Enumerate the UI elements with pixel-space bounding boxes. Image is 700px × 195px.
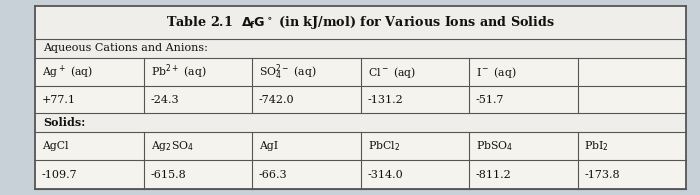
FancyBboxPatch shape <box>35 6 686 39</box>
Text: -615.8: -615.8 <box>150 170 186 180</box>
Text: PbI$_2$: PbI$_2$ <box>584 139 609 153</box>
FancyBboxPatch shape <box>35 6 686 189</box>
Text: AgI: AgI <box>259 141 278 151</box>
Text: -173.8: -173.8 <box>584 170 620 180</box>
FancyBboxPatch shape <box>35 86 686 113</box>
Text: Pb$^{2+}$ (aq): Pb$^{2+}$ (aq) <box>150 63 206 81</box>
Text: I$^-$ (aq): I$^-$ (aq) <box>476 65 517 80</box>
FancyBboxPatch shape <box>35 132 686 160</box>
Text: -66.3: -66.3 <box>259 170 288 180</box>
Text: -131.2: -131.2 <box>368 95 403 105</box>
Text: -314.0: -314.0 <box>368 170 403 180</box>
Text: SO$_4^{2-}$ (aq): SO$_4^{2-}$ (aq) <box>259 62 316 82</box>
Text: -51.7: -51.7 <box>476 95 505 105</box>
Text: +77.1: +77.1 <box>42 95 76 105</box>
FancyBboxPatch shape <box>35 160 686 189</box>
FancyBboxPatch shape <box>35 58 686 86</box>
Text: Cl$^-$ (aq): Cl$^-$ (aq) <box>368 65 416 80</box>
Text: Solids:: Solids: <box>43 117 85 128</box>
Text: -24.3: -24.3 <box>150 95 179 105</box>
Text: Ag$_2$SO$_4$: Ag$_2$SO$_4$ <box>150 139 193 153</box>
Text: PbCl$_2$: PbCl$_2$ <box>368 139 400 153</box>
FancyBboxPatch shape <box>35 39 686 58</box>
Text: -742.0: -742.0 <box>259 95 295 105</box>
Text: AgCl: AgCl <box>42 141 69 151</box>
Text: Ag$^+$ (aq): Ag$^+$ (aq) <box>42 63 93 81</box>
Text: Aqueous Cations and Anions:: Aqueous Cations and Anions: <box>43 43 209 53</box>
FancyBboxPatch shape <box>35 113 686 132</box>
Text: Table 2.1  $\mathbf{\Delta_{\!f}G^\circ}$ (in kJ/mol) for Various Ions and Solid: Table 2.1 $\mathbf{\Delta_{\!f}G^\circ}$… <box>166 14 555 31</box>
Text: -811.2: -811.2 <box>476 170 512 180</box>
Text: PbSO$_4$: PbSO$_4$ <box>476 139 513 153</box>
Text: -109.7: -109.7 <box>42 170 78 180</box>
